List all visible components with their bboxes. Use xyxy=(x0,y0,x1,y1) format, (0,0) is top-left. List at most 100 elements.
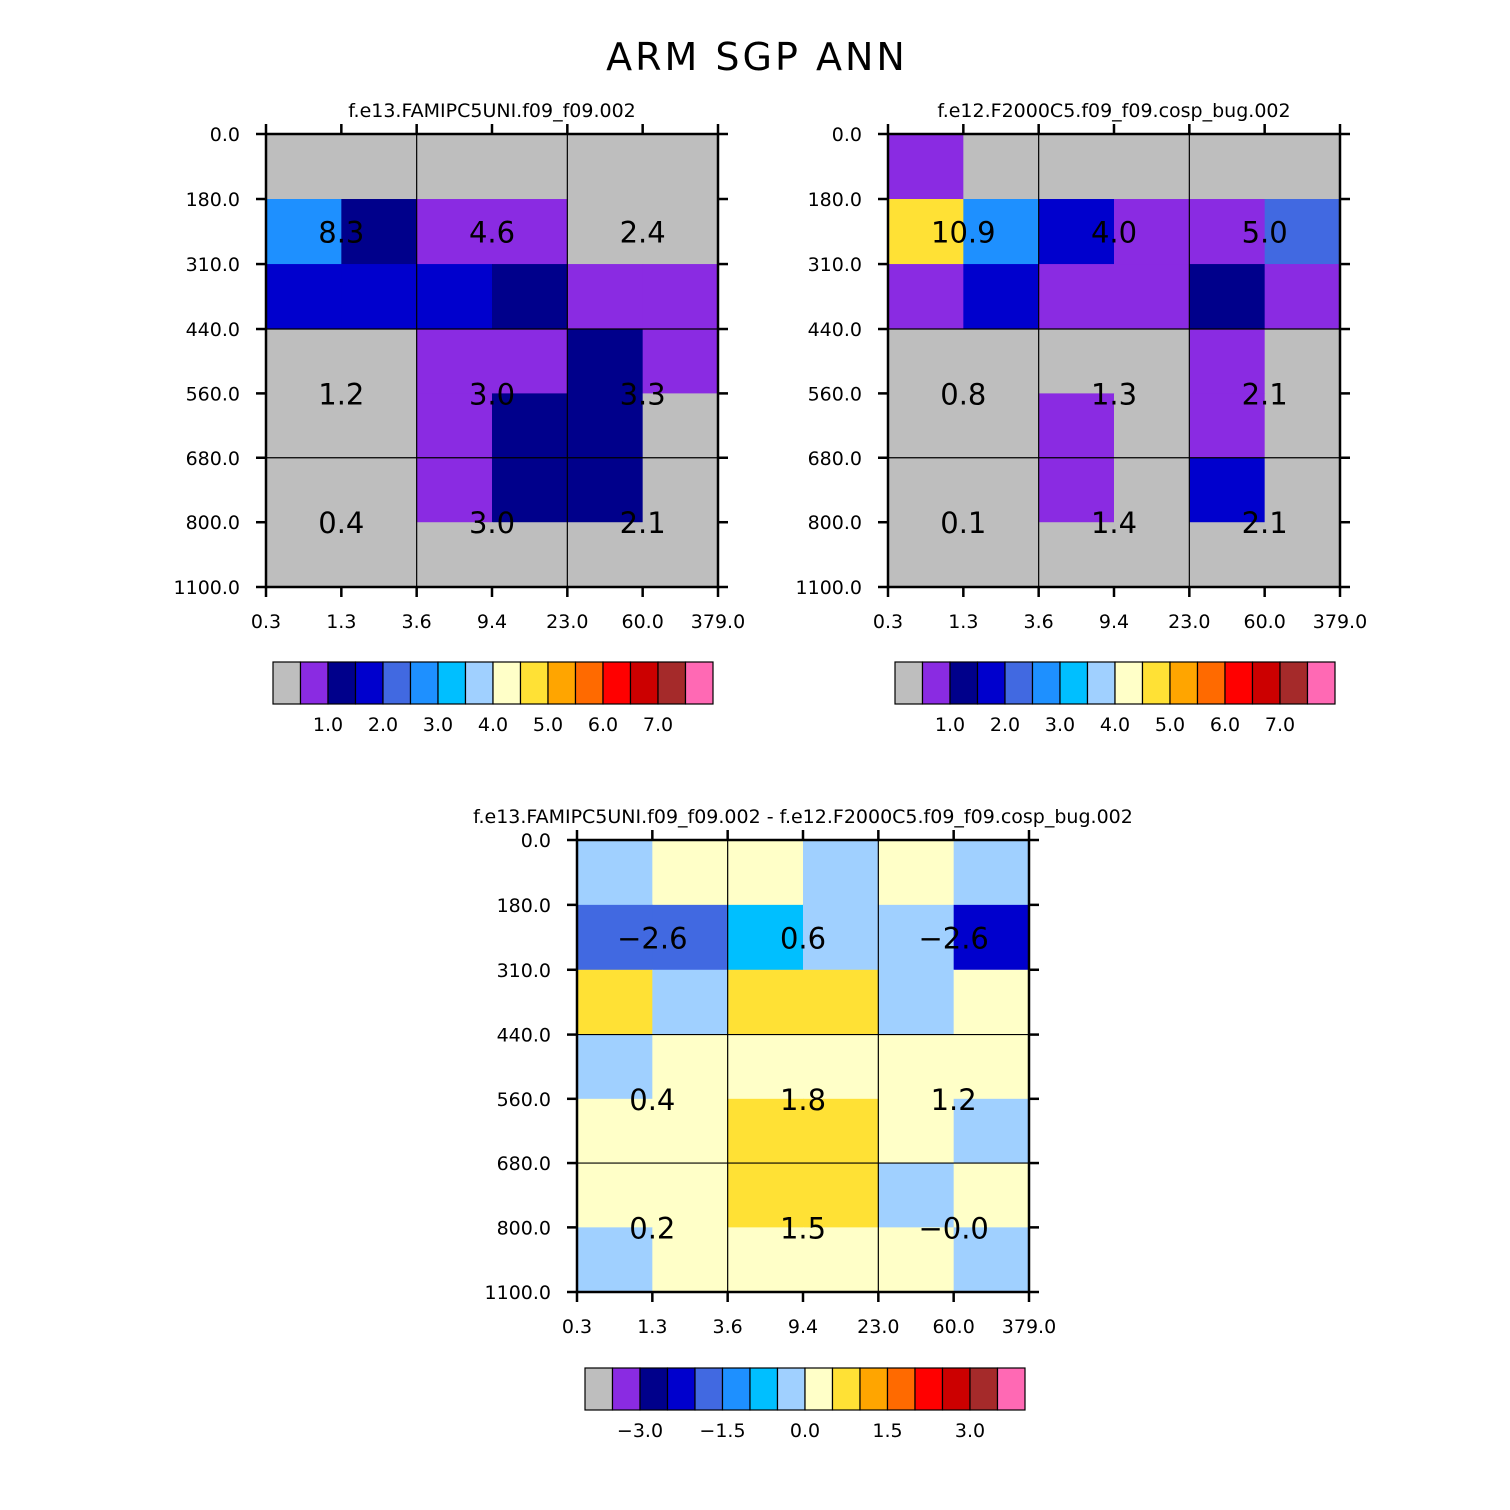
heatmap-cell xyxy=(567,457,644,523)
colorbar-swatch xyxy=(1224,661,1254,705)
block-value-label: 3.0 xyxy=(469,506,515,540)
colorbar-label: −3.0 xyxy=(617,1420,663,1442)
colorbar-swatch xyxy=(1086,661,1116,705)
heatmap-cell xyxy=(652,1034,729,1100)
block-value-label: 3.3 xyxy=(620,377,666,411)
y-tick-label: 180.0 xyxy=(808,189,862,211)
colorbar-swatch xyxy=(976,661,1006,705)
heatmap-cell xyxy=(878,1034,955,1100)
y-tick-label: 440.0 xyxy=(808,319,862,341)
block-value-label: 2.1 xyxy=(1242,506,1288,540)
heatmap-cell xyxy=(803,1034,879,1100)
colorbar-swatch xyxy=(941,1367,971,1411)
colorbar-label: 6.0 xyxy=(1210,714,1240,736)
colorbar-label: 0.0 xyxy=(790,1420,820,1442)
colorbar-swatch xyxy=(437,661,467,705)
colorbar-label: 2.0 xyxy=(990,714,1020,736)
y-tick-label: 800.0 xyxy=(808,512,862,534)
colorbar-swatch xyxy=(749,1367,779,1411)
heatmap-cell xyxy=(963,329,1040,394)
y-tick-label: 800.0 xyxy=(186,512,240,534)
heatmap-cell xyxy=(1189,457,1266,523)
heatmap-cell xyxy=(577,1034,653,1100)
colorbar-swatch xyxy=(914,1367,944,1411)
heatmap-cell xyxy=(1038,522,1115,588)
colorbar-swatch xyxy=(629,661,659,705)
heatmap-cell xyxy=(416,393,493,459)
heatmap-cell xyxy=(652,1163,729,1228)
colorbar-label: −1.5 xyxy=(699,1420,745,1442)
heatmap-cell xyxy=(727,1163,804,1228)
block-value-label: 1.3 xyxy=(1091,377,1137,411)
heatmap-cell xyxy=(963,393,1040,459)
block-value-label: −2.6 xyxy=(617,921,687,955)
colorbar-label: 5.0 xyxy=(533,714,563,736)
heatmap-panel-1: f.e13.FAMIPC5UNI.f09_f09.002 8.3 4.6 2.4 1.2… xyxy=(174,100,746,736)
colorbar-label: 1.5 xyxy=(872,1420,902,1442)
heatmap-cell xyxy=(416,457,493,523)
heatmap-cell xyxy=(888,329,964,394)
colorbar-swatch xyxy=(684,661,714,705)
colorbar-label: 4.0 xyxy=(1100,714,1130,736)
heatmap-cell xyxy=(642,457,719,523)
block-value-label: 8.3 xyxy=(318,216,364,250)
x-tick-label: 9.4 xyxy=(477,611,507,633)
heatmap-cell xyxy=(652,969,729,1036)
colorbar: 1.0 2.0 3.0 4.0 5.0 6.0 7.0 xyxy=(894,661,1336,736)
heatmap-cell xyxy=(1189,134,1266,200)
heatmap-cell xyxy=(1038,199,1115,265)
block-value-label: 0.4 xyxy=(318,506,364,540)
colorbar-swatch xyxy=(1306,661,1336,705)
heatmap-cell xyxy=(577,904,653,971)
heatmap-cell xyxy=(492,134,568,200)
heatmap-cell xyxy=(953,904,1030,971)
heatmap-cell xyxy=(1189,393,1266,459)
heatmap-cell xyxy=(953,969,1030,1036)
x-tick-label: 0.3 xyxy=(873,611,903,633)
heatmap-cell xyxy=(266,199,342,265)
heatmap-cell xyxy=(492,264,568,330)
heatmap-cell xyxy=(878,904,955,971)
heatmap-cell xyxy=(642,134,719,200)
heatmap-cell xyxy=(1189,264,1266,330)
x-tick-label: 3.6 xyxy=(402,611,432,633)
heatmap-cell xyxy=(803,1163,879,1228)
heatmap-cell xyxy=(727,1098,804,1164)
heatmap-cell xyxy=(266,457,342,523)
colorbar-swatch xyxy=(886,1367,916,1411)
block-value-label: 0.8 xyxy=(940,377,986,411)
heatmap-cell xyxy=(1264,329,1341,394)
heatmap-cell xyxy=(492,199,568,265)
heatmap-cell xyxy=(953,840,1030,906)
heatmap-cell xyxy=(652,1227,729,1293)
colorbar-swatch xyxy=(1251,661,1281,705)
heatmap-cell xyxy=(727,1034,804,1100)
heatmap-cell xyxy=(1114,199,1190,265)
heatmap-cell xyxy=(567,134,644,200)
heatmap-cell xyxy=(1264,134,1341,200)
x-tick-label: 3.6 xyxy=(713,1316,743,1338)
heatmap-cell xyxy=(577,840,653,906)
y-tick-label: 1100.0 xyxy=(174,577,240,599)
heatmap-cell xyxy=(341,134,418,200)
heatmap-cell xyxy=(1114,134,1190,200)
block-value-label: 1.5 xyxy=(780,1211,826,1245)
x-tick-label: 60.0 xyxy=(933,1316,975,1338)
heatmap-cell xyxy=(803,840,879,906)
block-value-label: 5.0 xyxy=(1242,216,1288,250)
colorbar-swatch xyxy=(1059,661,1089,705)
heatmap-cell xyxy=(953,1098,1030,1164)
colorbar-swatch xyxy=(602,661,632,705)
panel-title: f.e13.FAMIPC5UNI.f09_f09.002 xyxy=(348,100,636,122)
colorbar-swatch xyxy=(721,1367,751,1411)
colorbar: −3.0 −1.5 0.0 1.5 3.0 xyxy=(584,1367,1026,1442)
heatmap-cell xyxy=(1264,264,1341,330)
colorbar-swatch xyxy=(327,661,357,705)
heatmap-cell xyxy=(1038,134,1115,200)
heatmap-cell xyxy=(1264,199,1341,265)
y-tick-label: 560.0 xyxy=(808,383,862,405)
block-value-label: 2.1 xyxy=(620,506,666,540)
heatmap-cell xyxy=(416,522,493,588)
heatmap-cell xyxy=(1114,522,1190,588)
x-tick-label: 1.3 xyxy=(637,1316,667,1338)
